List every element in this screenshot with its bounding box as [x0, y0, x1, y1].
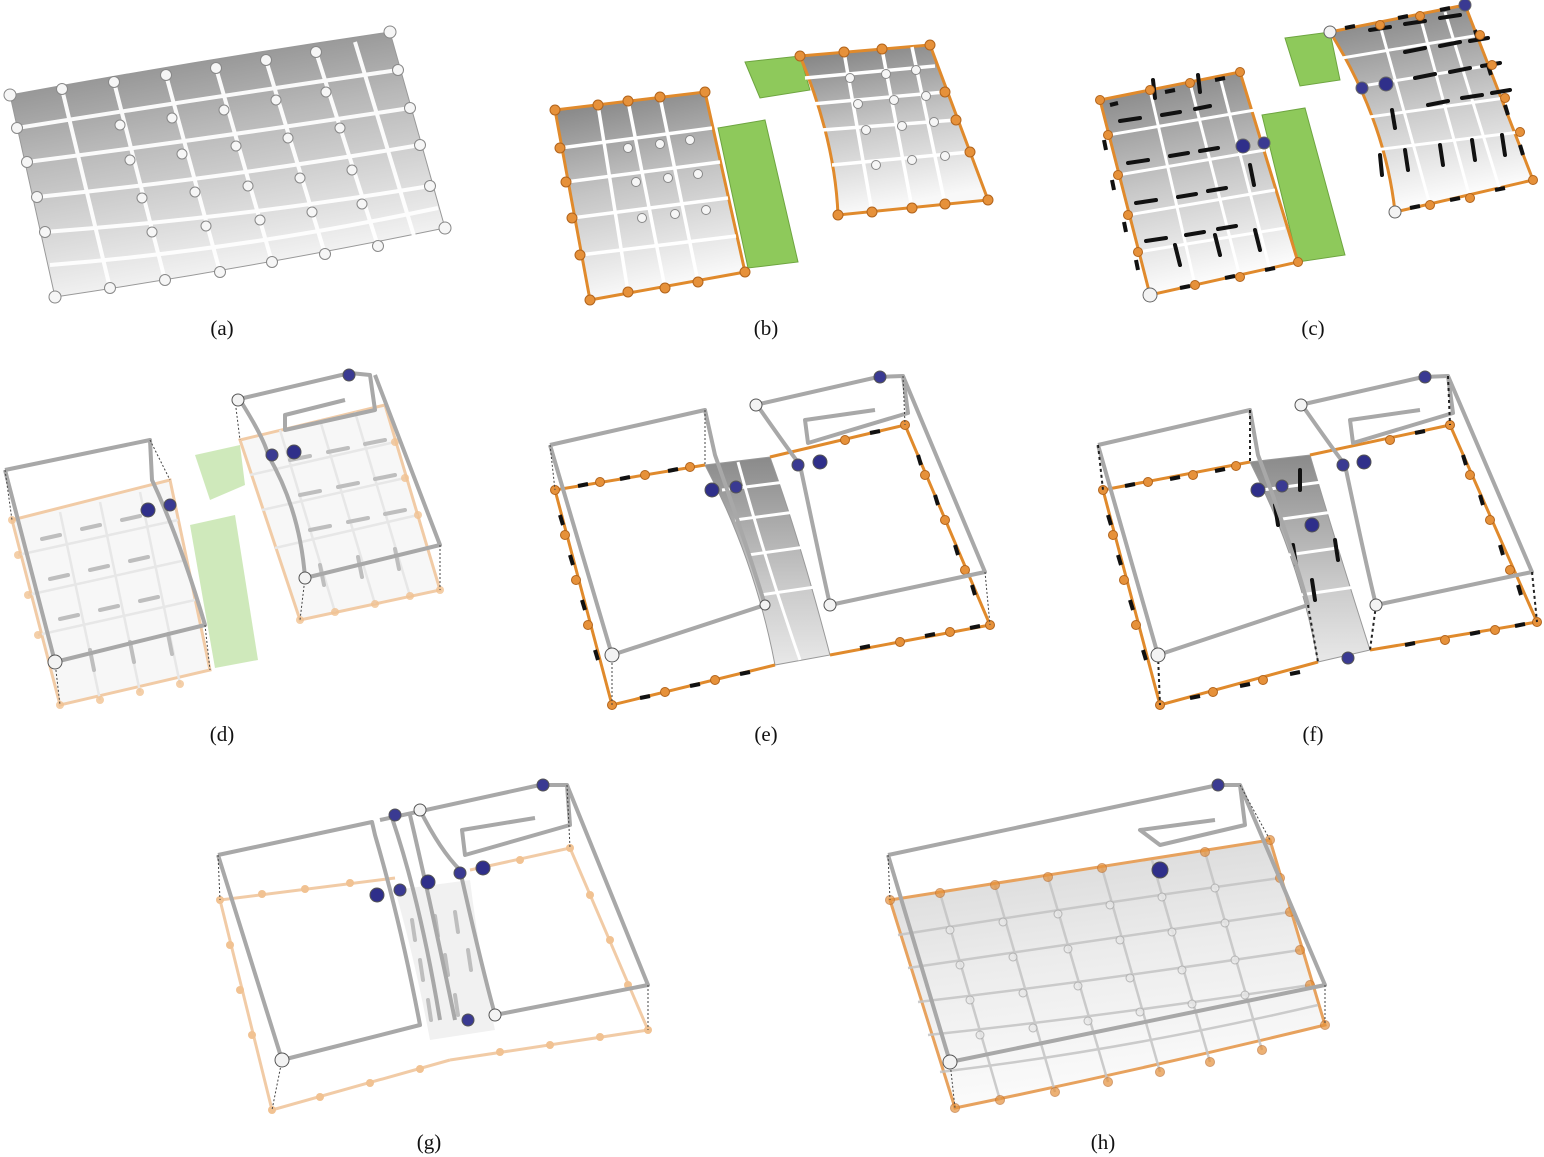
caption-c: (c) — [1301, 316, 1325, 340]
boundary-ticks — [1106, 429, 1526, 700]
panel-c — [1095, 0, 1538, 303]
green-flap — [744, 55, 811, 99]
caption-f: (f) — [1302, 722, 1324, 746]
caption-e: (e) — [754, 722, 778, 746]
green-flap — [195, 445, 245, 500]
wire-frame — [216, 783, 650, 1062]
direction-arrows — [40, 438, 407, 672]
panel-h — [885, 778, 1330, 1113]
green-flap — [1261, 107, 1346, 263]
panel-a — [3, 25, 452, 304]
green-flap — [190, 515, 258, 668]
caption-h: (h) — [1090, 1130, 1116, 1154]
caption-g: (g) — [416, 1130, 442, 1154]
caption-a: (a) — [210, 316, 234, 340]
panel-b — [549, 39, 994, 306]
green-flap — [1284, 31, 1341, 87]
grid-lines — [16, 41, 439, 289]
control-points — [3, 25, 452, 304]
left-patch — [553, 90, 747, 302]
right-patch — [238, 403, 442, 622]
caption-d: (d) — [209, 722, 235, 746]
panel-g — [216, 778, 652, 1114]
boundary-ticks — [558, 429, 981, 700]
caption-b: (b) — [753, 316, 779, 340]
panel-d — [3, 368, 444, 709]
boundary-ticks — [1102, 6, 1525, 290]
panel-e — [548, 370, 995, 710]
green-flap — [717, 119, 799, 269]
panel-f — [1096, 370, 1542, 710]
